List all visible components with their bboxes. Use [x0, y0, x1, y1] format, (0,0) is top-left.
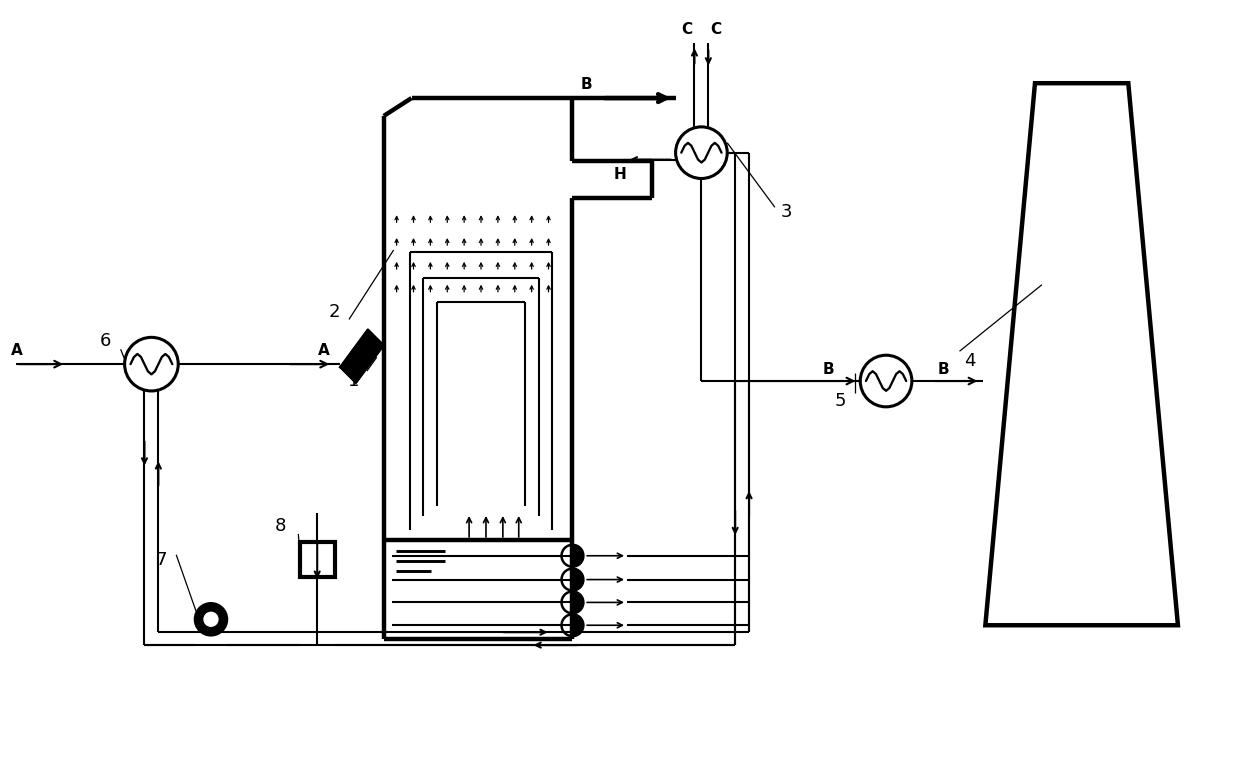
- Polygon shape: [340, 329, 383, 383]
- Text: 4: 4: [963, 352, 975, 370]
- Circle shape: [195, 604, 227, 635]
- Text: A: A: [10, 343, 22, 358]
- Circle shape: [205, 612, 218, 626]
- Bar: [300, 542, 335, 577]
- Text: H: H: [614, 167, 626, 182]
- Polygon shape: [573, 591, 583, 614]
- Polygon shape: [573, 544, 583, 567]
- Polygon shape: [573, 614, 583, 636]
- Text: A: A: [319, 343, 330, 358]
- Text: 6: 6: [100, 332, 112, 351]
- Text: 3: 3: [781, 203, 792, 221]
- Text: B: B: [580, 77, 591, 92]
- Text: B: B: [822, 361, 835, 377]
- Polygon shape: [573, 568, 583, 591]
- Text: 2: 2: [329, 302, 340, 321]
- Text: B: B: [937, 361, 950, 377]
- Text: C: C: [711, 22, 722, 37]
- Text: 8: 8: [275, 517, 286, 535]
- Text: 1: 1: [348, 372, 360, 390]
- Text: 7: 7: [155, 551, 167, 569]
- Text: C: C: [681, 22, 692, 37]
- Text: 5: 5: [835, 392, 846, 410]
